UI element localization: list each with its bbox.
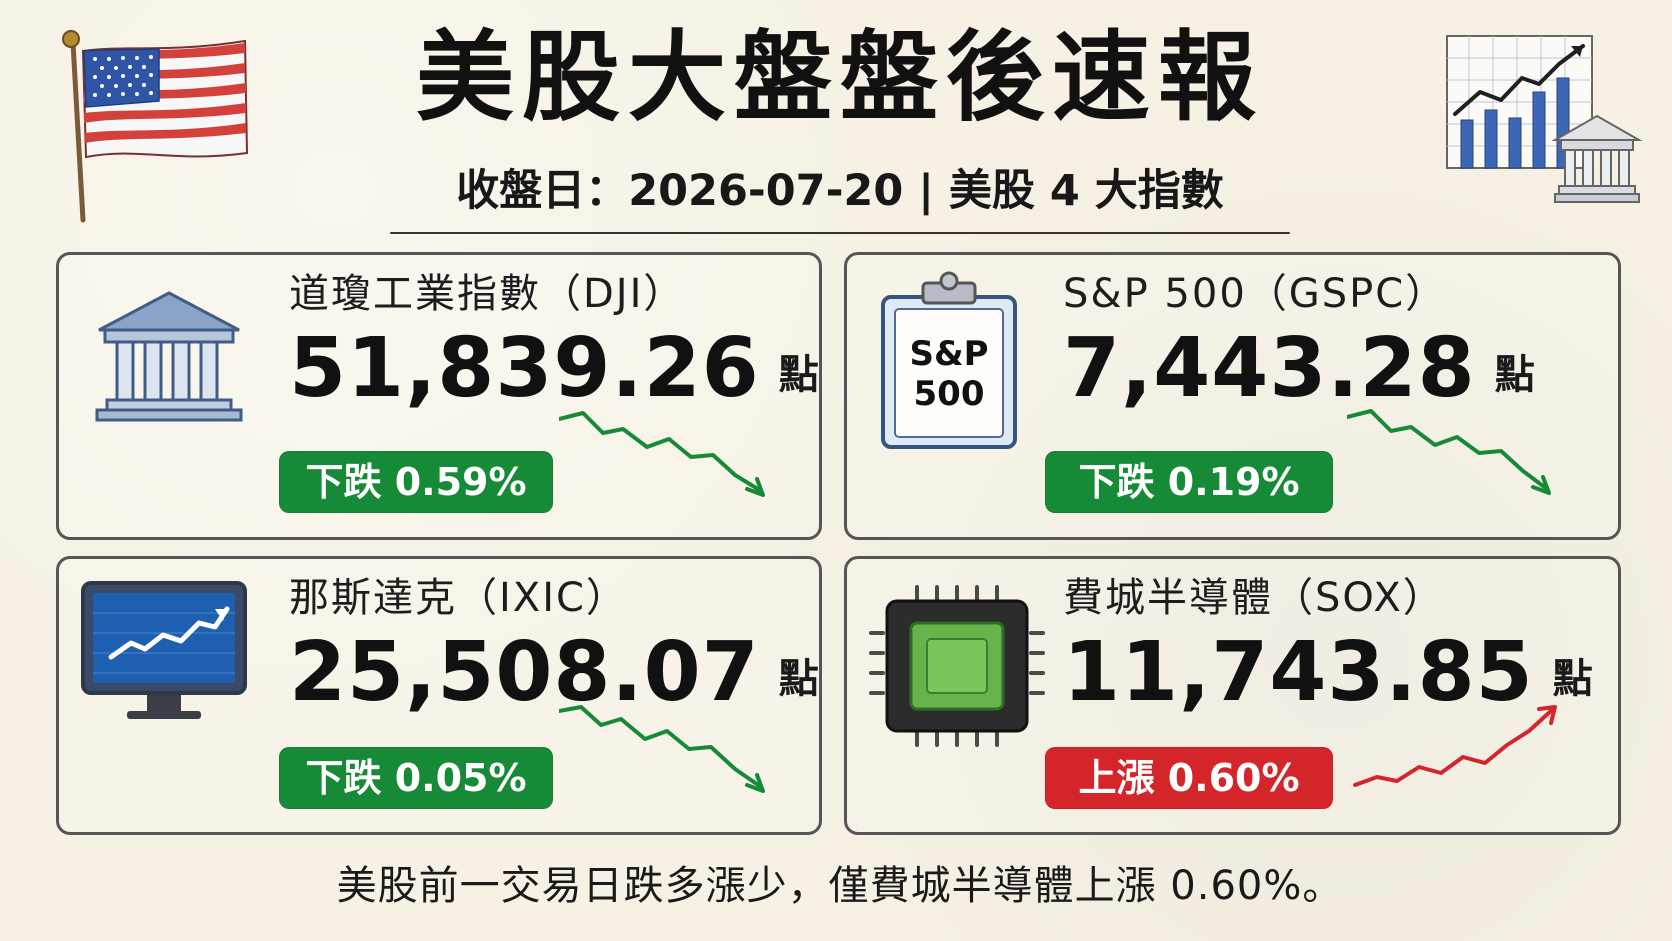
card-unit-ixic: 點 (778, 656, 819, 702)
down-trend-icon (557, 699, 789, 809)
card-title-dji: 道瓊工業指數（DJI） (289, 271, 686, 317)
card-value-wrap-gspc: 7,443.28 點 (1063, 323, 1535, 415)
index-card-ixic: 那斯達克（IXIC） 25,508.07 點 下跌 0.05% (56, 556, 822, 835)
card-value-gspc: 7,443.28 (1063, 321, 1476, 416)
card-unit-dji: 點 (778, 352, 819, 398)
card-title-sox: 費城半導體（SOX） (1063, 575, 1445, 621)
card-title-gspc: S&P 500（GSPC） (1063, 271, 1448, 317)
clipboard-icon: S&P 500 (865, 269, 1045, 449)
down-trend-icon (1345, 405, 1577, 515)
status-badge-gspc: 下跌 0.19% (1045, 451, 1333, 513)
up-trend-icon (1347, 691, 1577, 801)
index-card-sox: 費城半導體（SOX） 11,743.85 點 上漲 0.60% (844, 556, 1621, 835)
monitor-chart-icon (77, 575, 257, 745)
card-value-wrap-dji: 51,839.26 點 (289, 323, 819, 415)
clipboard-text-1: S&P (909, 334, 988, 374)
card-value-dji: 51,839.26 (289, 321, 760, 416)
down-trend-icon (557, 405, 789, 515)
us-flag-icon (55, 25, 275, 230)
chip-icon (865, 581, 1045, 751)
subtitle-divider (390, 232, 1290, 234)
status-badge-ixic: 下跌 0.05% (279, 747, 553, 809)
card-unit-gspc: 點 (1494, 352, 1535, 398)
status-badge-dji: 下跌 0.59% (279, 451, 553, 513)
page-title: 美股大盤盤後速報 (415, 21, 1264, 135)
status-badge-sox: 上漲 0.60% (1045, 747, 1333, 809)
page-subtitle: 收盤日：2026-07-20 | 美股 4 大指數 (456, 166, 1224, 216)
bank-building-icon (79, 275, 259, 445)
bank-chart-icon (1435, 28, 1655, 218)
clipboard-text-2: 500 (914, 374, 985, 414)
card-value-sox: 11,743.85 (1063, 625, 1534, 720)
summary-footer: 美股前一交易日跌多漲少，僅費城半導體上漲 0.60%。 (336, 863, 1344, 909)
card-unit-sox: 點 (1552, 656, 1593, 702)
card-value-wrap-ixic: 25,508.07 點 (289, 627, 819, 719)
index-card-dji: 道瓊工業指數（DJI） 51,839.26 點 下跌 0.59% (56, 252, 822, 540)
index-card-gspc: S&P 500 S&P 500（GSPC） 7,443.28 點 下跌 0.19… (844, 252, 1621, 540)
card-title-ixic: 那斯達克（IXIC） (289, 575, 628, 621)
card-value-ixic: 25,508.07 (289, 625, 760, 720)
card-value-wrap-sox: 11,743.85 點 (1063, 627, 1593, 719)
